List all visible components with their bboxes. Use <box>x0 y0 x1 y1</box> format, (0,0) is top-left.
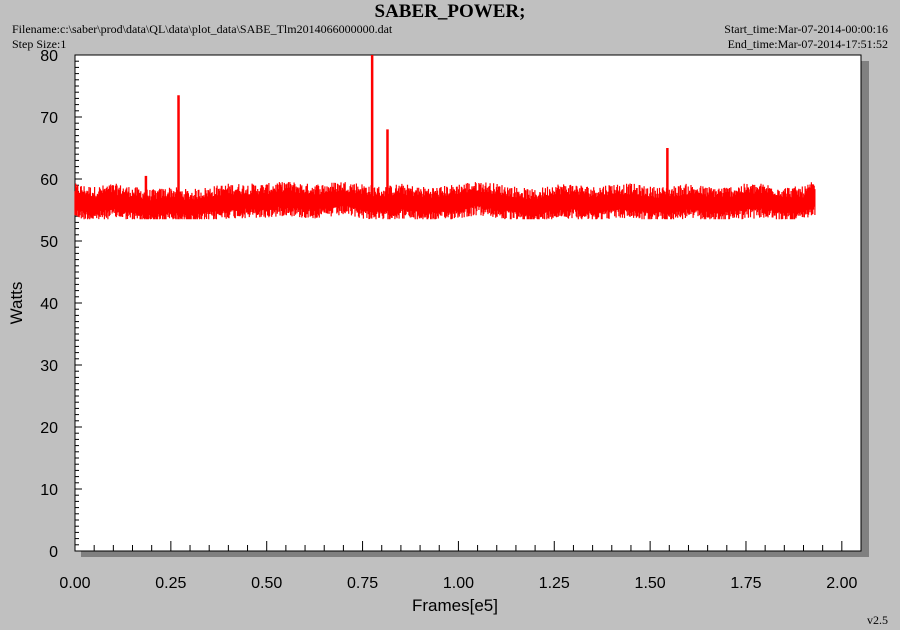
x-tick-label: 1.25 <box>539 575 570 592</box>
x-tick-label: 2.00 <box>826 575 857 592</box>
chart-title: SABER_POWER; <box>374 1 526 22</box>
time-info: Start_time:Mar-07-2014-00:00:16 End_time… <box>724 22 888 52</box>
x-tick-label: 0.50 <box>251 575 282 592</box>
x-tick-label: 1.00 <box>443 575 474 592</box>
y-tick-label: 40 <box>40 296 58 313</box>
y-tick-label: 50 <box>40 234 58 251</box>
y-tick-label: 10 <box>40 482 58 499</box>
y-tick-label: 20 <box>40 420 58 437</box>
series-line <box>74 182 816 220</box>
version-label: v2.5 <box>867 613 888 627</box>
file-info: Filename:c:\saber\prod\data\QL\data\plot… <box>12 22 392 52</box>
x-tick-label: 1.75 <box>730 575 761 592</box>
end-time-text: End_time:Mar-07-2014-17:51:52 <box>727 37 888 51</box>
x-tick-label: 1.50 <box>635 575 666 592</box>
y-tick-label: 70 <box>40 110 58 127</box>
x-tick-label: 0.00 <box>59 575 90 592</box>
y-tick-labels: 0 10 20 30 40 50 60 70 80 <box>40 48 58 561</box>
filename-text: Filename:c:\saber\prod\data\QL\data\plot… <box>12 22 393 36</box>
y-tick-label: 30 <box>40 358 58 375</box>
y-tick-label: 60 <box>40 172 58 189</box>
x-tick-label: 0.75 <box>347 575 378 592</box>
x-axis-label: Frames[e5] <box>412 596 498 615</box>
axis-ticks <box>74 54 843 552</box>
y-axis-label: Watts <box>7 282 26 325</box>
y-tick-label: 0 <box>49 544 58 561</box>
x-tick-label: 0.25 <box>155 575 186 592</box>
y-tick-label: 80 <box>40 48 58 65</box>
x-tick-labels: 0.00 0.25 0.50 0.75 1.00 1.25 1.50 1.75 2.00 <box>59 575 857 592</box>
plot-area <box>74 54 862 552</box>
start-time-text: Start_time:Mar-07-2014-00:00:16 <box>724 22 888 36</box>
series-layer <box>74 55 816 220</box>
step-size-text: Step Size:1 <box>12 37 67 51</box>
